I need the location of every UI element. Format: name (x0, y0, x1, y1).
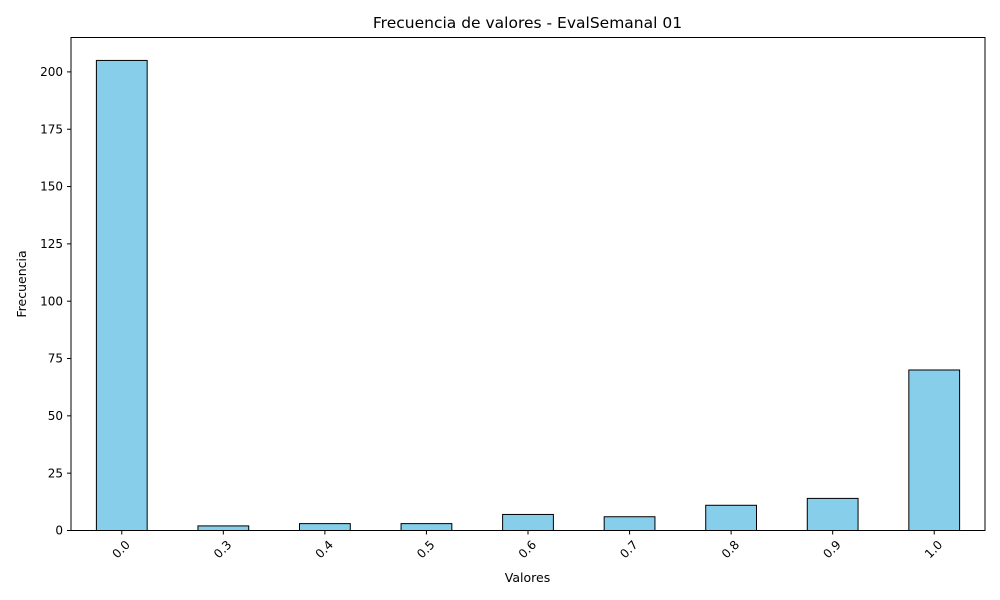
x-tick-label: 0.6 (516, 538, 539, 561)
x-axis-label: Valores (505, 570, 550, 585)
bar-0.0 (95, 59, 148, 532)
bars-group (95, 59, 961, 532)
y-tick-label: 25 (48, 466, 63, 480)
y-tick-label: 200 (40, 65, 63, 79)
x-tick-label: 0.9 (820, 538, 843, 561)
y-tick-label: 0 (55, 524, 63, 538)
y-tick-label: 175 (40, 122, 63, 136)
bar-0.5 (400, 523, 453, 531)
y-tick-label: 75 (48, 352, 63, 366)
plot-frame (70, 37, 986, 531)
bar-0.6 (502, 513, 554, 532)
x-tick-label: 0.7 (617, 538, 640, 561)
x-axis-ticks: 0.0 0.3 0.4 0.5 0.6 0.7 0.8 0.9 1.0 (109, 530, 945, 561)
y-axis-ticks: 0 25 50 75 100 125 150 175 200 (40, 65, 71, 538)
x-tick-label: 0.3 (211, 538, 234, 561)
y-tick-label: 125 (40, 237, 63, 251)
x-tick-label: 1.0 (922, 538, 945, 561)
x-tick-label: 0.8 (719, 538, 742, 561)
y-axis-label: Frecuencia (14, 250, 29, 317)
y-tick-label: 50 (48, 409, 63, 423)
bar-0.9 (806, 497, 859, 531)
bar-1.0 (908, 369, 961, 531)
y-tick-label: 150 (40, 180, 63, 194)
x-tick-label: 0.4 (313, 538, 336, 561)
x-tick-label: 0.0 (109, 538, 132, 561)
bar-0.8 (705, 504, 757, 531)
y-tick-label: 100 (40, 294, 63, 308)
x-tick-label: 0.5 (414, 538, 437, 561)
bar-0.4 (299, 523, 351, 531)
bar-0.3 (197, 525, 250, 531)
bar-0.7 (603, 516, 656, 531)
chart-title: Frecuencia de valores - EvalSemanal 01 (373, 14, 682, 32)
